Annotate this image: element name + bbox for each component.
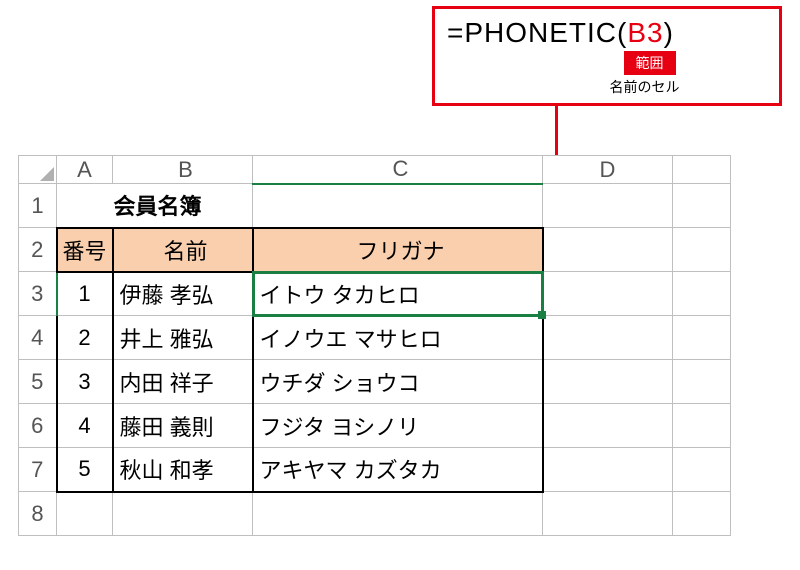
- row-2: 2 番号 名前 フリガナ: [19, 228, 731, 272]
- row-header-5[interactable]: 5: [19, 360, 57, 404]
- row-header-7[interactable]: 7: [19, 448, 57, 492]
- col-header-E[interactable]: [673, 156, 731, 184]
- range-label: 範囲: [624, 51, 676, 75]
- cell-B4[interactable]: 井上 雅弘: [113, 316, 253, 360]
- cell-D4[interactable]: [543, 316, 673, 360]
- formula-prefix: =PHONETIC(: [447, 17, 627, 48]
- cell-E4[interactable]: [673, 316, 731, 360]
- cell-D8[interactable]: [543, 492, 673, 536]
- row-1: 1 会員名簿: [19, 184, 731, 228]
- cell-B6[interactable]: 藤田 義則: [113, 404, 253, 448]
- cell-E1[interactable]: [673, 184, 731, 228]
- row-8: 8: [19, 492, 731, 536]
- col-header-B[interactable]: B: [113, 156, 253, 184]
- row-5: 5 3 内田 祥子 ウチダ ショウコ: [19, 360, 731, 404]
- select-all-corner[interactable]: [19, 156, 57, 184]
- cell-D1[interactable]: [543, 184, 673, 228]
- row-header-8[interactable]: 8: [19, 492, 57, 536]
- label-row: 範囲 名前のセル: [447, 51, 767, 97]
- formula-text: =PHONETIC(B3): [447, 17, 767, 49]
- cell-A6[interactable]: 4: [57, 404, 113, 448]
- cell-D3[interactable]: [543, 272, 673, 316]
- row-4: 4 2 井上 雅弘 イノウエ マサヒロ: [19, 316, 731, 360]
- row-6: 6 4 藤田 義則 フジタ ヨシノリ: [19, 404, 731, 448]
- cell-B3[interactable]: 伊藤 孝弘: [113, 272, 253, 316]
- header-kana[interactable]: フリガナ: [253, 228, 543, 272]
- label-group-1: 範囲 名前のセル: [535, 51, 680, 97]
- cell-C3[interactable]: イトウ タカヒロ: [253, 272, 543, 316]
- cell-C7[interactable]: アキヤマ カズタカ: [253, 448, 543, 492]
- spreadsheet[interactable]: A B C D 1 会員名簿 2 番号 名前 フリガナ 3 1 伊藤 孝弘 イト…: [18, 155, 731, 536]
- cell-E2[interactable]: [673, 228, 731, 272]
- cell-A8[interactable]: [57, 492, 113, 536]
- cell-D6[interactable]: [543, 404, 673, 448]
- header-name[interactable]: 名前: [113, 228, 253, 272]
- range-sublabel: 名前のセル: [610, 77, 680, 97]
- cell-D7[interactable]: [543, 448, 673, 492]
- cell-B7[interactable]: 秋山 和孝: [113, 448, 253, 492]
- cell-B8[interactable]: [113, 492, 253, 536]
- cell-E6[interactable]: [673, 404, 731, 448]
- row-header-2[interactable]: 2: [19, 228, 57, 272]
- formula-suffix: ): [664, 17, 674, 48]
- row-7: 7 5 秋山 和孝 アキヤマ カズタカ: [19, 448, 731, 492]
- title-cell[interactable]: 会員名簿: [57, 184, 253, 228]
- cell-A7[interactable]: 5: [57, 448, 113, 492]
- col-header-A[interactable]: A: [57, 156, 113, 184]
- cell-E5[interactable]: [673, 360, 731, 404]
- cell-E8[interactable]: [673, 492, 731, 536]
- cell-C1[interactable]: [253, 184, 543, 228]
- cell-A4[interactable]: 2: [57, 316, 113, 360]
- row-header-3[interactable]: 3: [19, 272, 57, 316]
- cell-D5[interactable]: [543, 360, 673, 404]
- col-header-D[interactable]: D: [543, 156, 673, 184]
- cell-A3[interactable]: 1: [57, 272, 113, 316]
- cell-A5[interactable]: 3: [57, 360, 113, 404]
- header-number[interactable]: 番号: [57, 228, 113, 272]
- cell-C4[interactable]: イノウエ マサヒロ: [253, 316, 543, 360]
- cell-C5[interactable]: ウチダ ショウコ: [253, 360, 543, 404]
- cell-D2[interactable]: [543, 228, 673, 272]
- row-header-1[interactable]: 1: [19, 184, 57, 228]
- row-header-6[interactable]: 6: [19, 404, 57, 448]
- cell-C6[interactable]: フジタ ヨシノリ: [253, 404, 543, 448]
- cell-E3[interactable]: [673, 272, 731, 316]
- col-header-C[interactable]: C: [253, 156, 543, 184]
- row-header-4[interactable]: 4: [19, 316, 57, 360]
- cell-E7[interactable]: [673, 448, 731, 492]
- cell-C8[interactable]: [253, 492, 543, 536]
- column-header-row: A B C D: [19, 156, 731, 184]
- formula-callout: =PHONETIC(B3) 範囲 名前のセル: [432, 6, 782, 106]
- cell-B5[interactable]: 内田 祥子: [113, 360, 253, 404]
- formula-arg1: B3: [627, 17, 663, 48]
- row-3: 3 1 伊藤 孝弘 イトウ タカヒロ: [19, 272, 731, 316]
